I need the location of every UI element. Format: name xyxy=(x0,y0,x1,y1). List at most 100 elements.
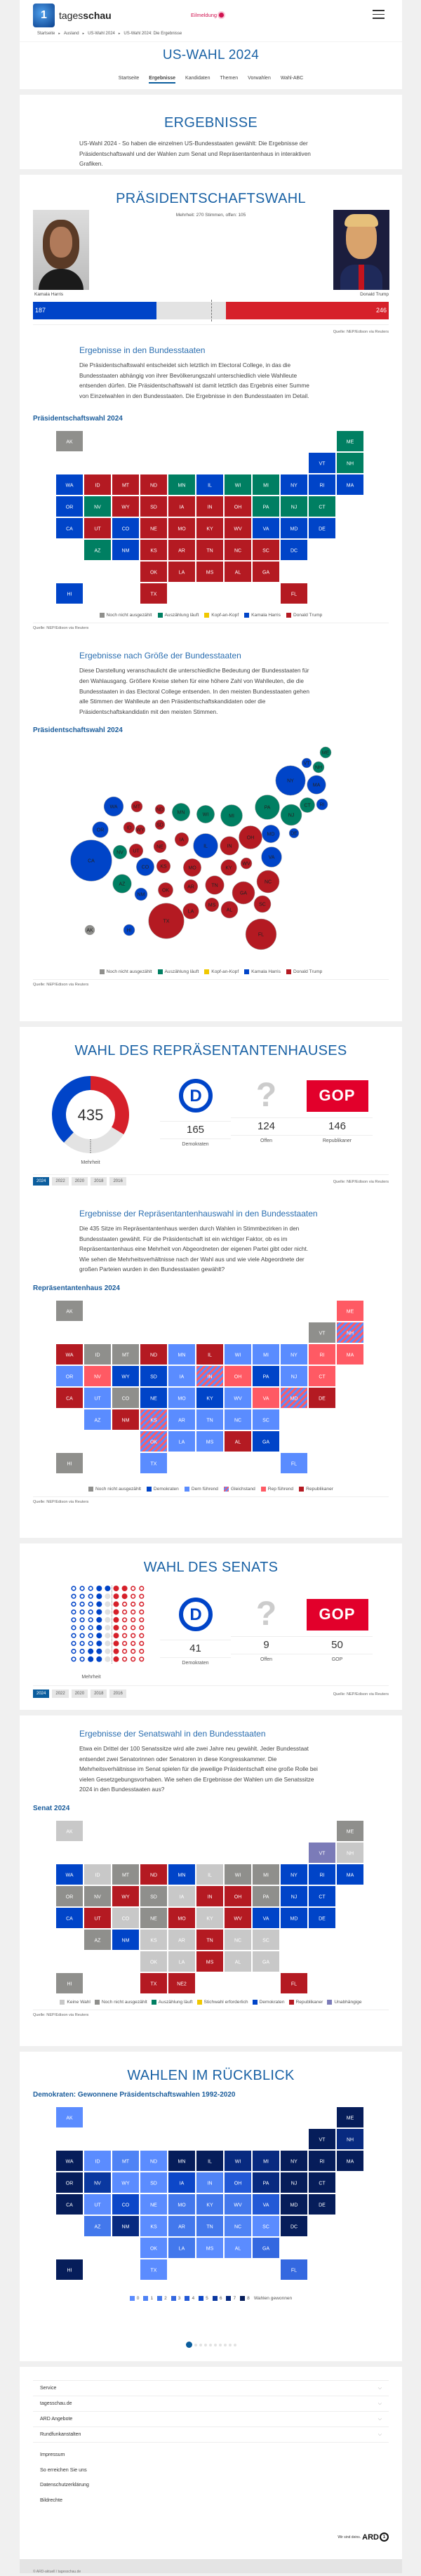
state-ny[interactable]: NY xyxy=(281,2151,307,2171)
state-wi[interactable]: WI xyxy=(225,2151,251,2171)
state-dc[interactable]: DC xyxy=(281,2216,307,2236)
state-md[interactable]: MD xyxy=(281,2194,307,2215)
state-wa[interactable]: WA xyxy=(56,1864,83,1885)
state-ut[interactable]: UT xyxy=(84,1907,111,1928)
state-nj[interactable]: NJ xyxy=(281,496,307,517)
state-al[interactable]: AL xyxy=(225,2238,251,2258)
state-ok[interactable]: OK xyxy=(140,562,167,583)
state-ri[interactable]: RI xyxy=(309,1864,335,1885)
bubble-nh[interactable]: NH xyxy=(312,762,325,774)
bubble-pa[interactable]: PA xyxy=(255,795,280,821)
state-mi[interactable]: MI xyxy=(253,1343,279,1365)
breadcrumb-item[interactable]: US-Wahl 2024 xyxy=(88,32,115,36)
state-vt[interactable]: VT xyxy=(309,1842,335,1863)
state-mi[interactable]: MI xyxy=(253,2151,279,2171)
state-wa[interactable]: WA xyxy=(56,474,83,496)
state-or[interactable]: OR xyxy=(56,496,83,517)
state-co[interactable]: CO xyxy=(112,518,139,539)
bubble-nc[interactable]: NC xyxy=(256,870,280,894)
state-ia[interactable]: IA xyxy=(168,1365,195,1386)
state-hi[interactable]: HI xyxy=(56,1452,83,1473)
bubble-az[interactable]: AZ xyxy=(112,874,132,894)
state-va[interactable]: VA xyxy=(253,518,279,539)
year-tab-2018[interactable]: 2018 xyxy=(91,1177,107,1186)
state-ok[interactable]: OK xyxy=(140,1430,167,1452)
bubble-de[interactable]: DE xyxy=(288,828,300,839)
state-ca[interactable]: CA xyxy=(56,1387,83,1408)
state-oh[interactable]: OH xyxy=(225,1885,251,1906)
state-md[interactable]: MD xyxy=(281,518,307,539)
state-ne[interactable]: NE xyxy=(140,1907,167,1928)
year-tab-2024[interactable]: 2024 xyxy=(33,1689,50,1698)
state-ks[interactable]: KS xyxy=(140,1409,167,1430)
state-id[interactable]: ID xyxy=(84,474,111,496)
state-fl[interactable]: FL xyxy=(281,1452,307,1473)
breadcrumb-item[interactable]: US-Wahl 2024: Die Ergebnisse xyxy=(123,32,182,36)
state-mi[interactable]: MI xyxy=(253,1864,279,1885)
state-ar[interactable]: AR xyxy=(168,1409,195,1430)
state-ia[interactable]: IA xyxy=(168,2172,195,2193)
state-nv[interactable]: NV xyxy=(84,1885,111,1906)
state-mo[interactable]: MO xyxy=(168,1907,195,1928)
state-vt[interactable]: VT xyxy=(309,1322,335,1343)
bubble-ny[interactable]: NY xyxy=(275,765,306,796)
state-mn[interactable]: MN xyxy=(168,2151,195,2171)
state-pa[interactable]: PA xyxy=(253,2172,279,2193)
carousel-dot[interactable] xyxy=(228,2343,232,2346)
nav-tab-ergebnisse[interactable]: Ergebnisse xyxy=(149,76,176,84)
accordion-item[interactable]: Service ⌵ xyxy=(33,2380,389,2396)
year-tab-2016[interactable]: 2016 xyxy=(109,1689,126,1698)
state-ca[interactable]: CA xyxy=(56,2194,83,2215)
footer-link[interactable]: Datenschutzerklärung xyxy=(40,2481,89,2488)
state-tn[interactable]: TN xyxy=(196,540,223,561)
state-nv[interactable]: NV xyxy=(84,496,111,517)
state-tn[interactable]: TN xyxy=(196,2216,223,2236)
state-wy[interactable]: WY xyxy=(112,2172,139,2193)
bubble-tx[interactable]: TX xyxy=(148,903,185,939)
state-pa[interactable]: PA xyxy=(253,1365,279,1386)
year-tab-2024[interactable]: 2024 xyxy=(33,1177,50,1186)
state-tx[interactable]: TX xyxy=(140,1452,167,1473)
bubble-ct[interactable]: CT xyxy=(300,797,315,814)
state-ca[interactable]: CA xyxy=(56,518,83,539)
state-ny[interactable]: NY xyxy=(281,1864,307,1885)
state-tn[interactable]: TN xyxy=(196,1409,223,1430)
bubble-ut[interactable]: UT xyxy=(128,844,144,858)
state-nc[interactable]: NC xyxy=(225,540,251,561)
bubble-oh[interactable]: OH xyxy=(239,825,262,850)
accordion-item[interactable]: ARD Angebote ⌵ xyxy=(33,2411,389,2426)
footer-link[interactable]: Impressum xyxy=(40,2451,65,2457)
state-ri[interactable]: RI xyxy=(309,2151,335,2171)
state-ks[interactable]: KS xyxy=(140,1929,167,1950)
state-mn[interactable]: MN xyxy=(168,1343,195,1365)
bubble-nj[interactable]: NJ xyxy=(280,804,302,826)
state-ri[interactable]: RI xyxy=(309,474,335,496)
carousel-dot[interactable] xyxy=(203,2343,207,2346)
state-ma[interactable]: MA xyxy=(337,2151,363,2171)
state-wv[interactable]: WV xyxy=(225,1907,251,1928)
year-tab-2022[interactable]: 2022 xyxy=(52,1689,69,1698)
state-ak[interactable]: AK xyxy=(56,1820,83,1841)
bubble-ar[interactable]: AR xyxy=(183,879,199,894)
bubble-vt[interactable]: VT xyxy=(301,758,312,769)
bubble-ok[interactable]: OK xyxy=(158,882,173,898)
house-state-map[interactable]: WA OR CA NV ID MT WY UT AZ CO NM ND SD NE KS OK TX MN IA MO… xyxy=(33,1292,389,1483)
state-ne[interactable]: NE xyxy=(140,1387,167,1408)
state-wi[interactable]: WI xyxy=(225,1864,251,1885)
state-dc[interactable]: DC xyxy=(281,540,307,561)
state-ga[interactable]: GA xyxy=(253,1430,279,1452)
state-nm[interactable]: NM xyxy=(112,540,139,561)
state-or[interactable]: OR xyxy=(56,2172,83,2193)
state-hi[interactable]: HI xyxy=(56,583,83,604)
nav-tab-startseite[interactable]: Startseite xyxy=(118,76,140,81)
state-ia[interactable]: IA xyxy=(168,496,195,517)
state-ut[interactable]: UT xyxy=(84,1387,111,1408)
bubble-la[interactable]: LA xyxy=(182,903,199,919)
state-ar[interactable]: AR xyxy=(168,2216,195,2236)
state-pa[interactable]: PA xyxy=(253,1885,279,1906)
state-sd[interactable]: SD xyxy=(140,1365,167,1386)
state-co[interactable]: CO xyxy=(112,2194,139,2215)
bubble-wy[interactable]: WY xyxy=(135,825,146,835)
state-nv[interactable]: NV xyxy=(84,1365,111,1386)
bubble-wv[interactable]: WV xyxy=(240,858,253,870)
